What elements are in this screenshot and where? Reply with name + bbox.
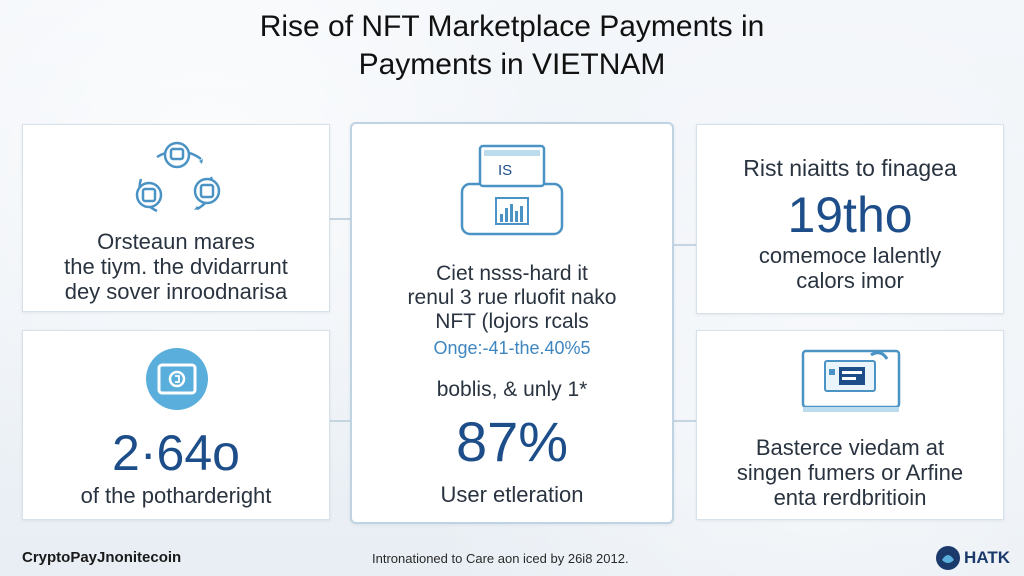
card-bottom-left: 2·64o of the potharderight [22,330,330,520]
connector-right-top [672,244,696,246]
title-line-1: Rise of NFT Marketplace Payments in [259,10,765,43]
stat-bottom-left: 2·64o [112,425,240,481]
text-line: the tiym. the dvidarrunt [64,254,288,279]
card-top-right-text: comemoce lalently calors imor [697,243,1003,293]
card-bottom-right-text: Basterce viedam at singen fumers or Arfi… [697,435,1003,510]
text-line: Ciet nsss-hard it [436,262,588,285]
text-line: NFT (lojors rcals [435,310,589,333]
card-top-right: Rist niaitts to finagea 19tho comemoce l… [696,124,1004,314]
card-top-right-heading: Rist niaitts to finagea [743,155,957,181]
desktop-card-icon [799,347,903,415]
caption-bottom-left: of the potharderight [80,483,272,508]
monitor-chart-icon: IS [454,142,570,242]
connector-right-bottom [672,420,696,422]
stat-top-right: 19tho [787,187,913,243]
brand-name: HATK [964,548,1010,567]
card-top-left: Orsteaun mares the tiym. the dvidarrunt … [22,124,330,312]
brand-logo-icon [934,544,962,572]
network-cycle-icon [127,139,227,223]
card-bottom-right: Basterce viedam at singen fumers or Arfi… [696,330,1004,520]
center-highlight: Onge:-41-the.40%5 [433,338,591,358]
text-line: enta rerdbritioin [773,485,927,510]
title-line-2: Payments in VIETNAM [358,48,666,81]
footer-note: Intronationed to Care aon iced by 26i8 2… [372,551,629,566]
text-line: Orsteaun mares [97,229,255,254]
text-line: comemoce lalently [758,243,942,268]
caption-center: User etleration [440,482,584,507]
text-line: calors imor [796,268,904,293]
card-top-left-text: Orsteaun mares the tiym. the dvidarrunt … [23,229,329,304]
card-center-text: Ciet nsss-hard it renul 3 rue rluofit na… [352,262,672,334]
stat-center: 87% [455,410,569,473]
center-subtext: boblis, & unly 1* [436,378,588,401]
icon-label: IS [498,162,513,179]
coin-screen-icon [145,347,209,411]
card-center: IS Ciet nsss-hard it renul 3 rue rluofit… [350,122,674,524]
connector-left-bottom [330,420,352,422]
text-line: renul 3 rue rluofit nako [407,286,617,309]
text-line: singen fumers or Arfine [736,460,964,485]
footer-brand: HATK [934,544,1010,572]
page-title: Rise of NFT Marketplace Payments in Paym… [0,8,1024,84]
connector-left-top [330,218,352,220]
text-line: dey sover inroodnarisa [64,279,288,304]
footer-source: CryptoPayJnonitecoin [22,549,182,566]
text-line: Basterce viedam at [755,435,945,460]
